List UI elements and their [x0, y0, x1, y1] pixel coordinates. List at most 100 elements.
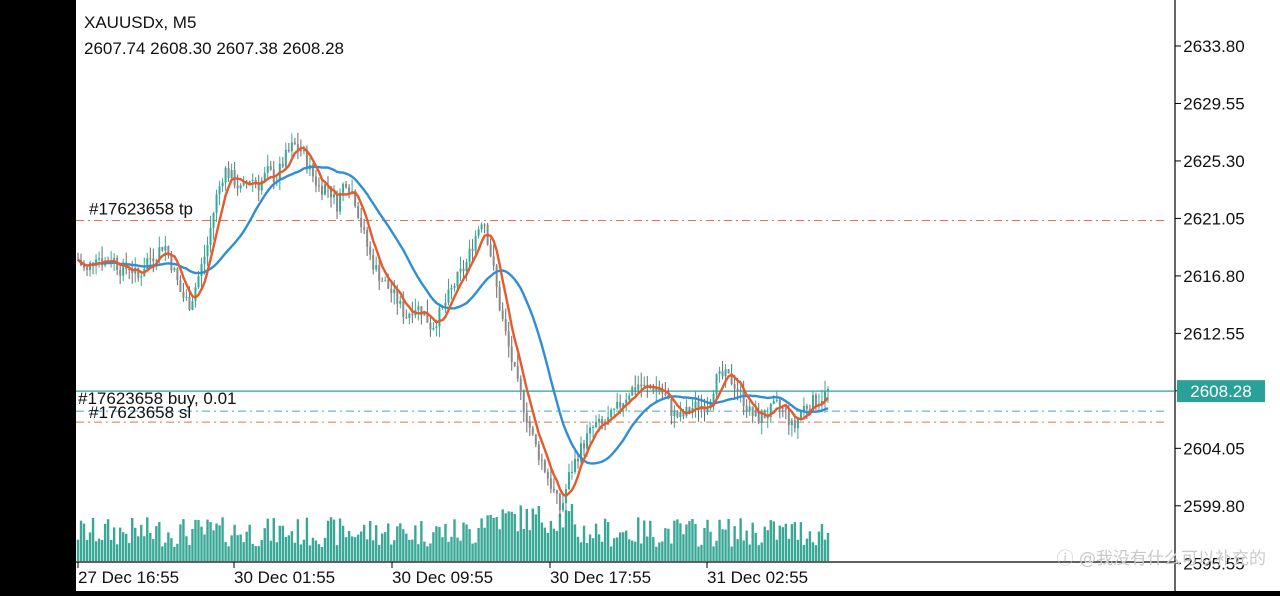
candle-body: [158, 247, 161, 261]
candle-body: [781, 407, 784, 409]
candle-body: [528, 422, 531, 428]
order-label-sl: #17623658 sl: [89, 403, 191, 422]
candle-body: [456, 271, 459, 286]
candle-body: [290, 142, 293, 152]
volume-bar: [781, 527, 785, 561]
volume-bar: [167, 532, 170, 561]
volume-bar: [817, 531, 821, 561]
price-axis-background: [1175, 0, 1280, 591]
candle-body: [688, 406, 691, 412]
volume-bar: [79, 520, 83, 561]
volume-bar: [721, 529, 724, 561]
candle-body: [712, 394, 715, 402]
volume-bar: [471, 543, 474, 561]
candle-body: [320, 185, 323, 195]
volume-bar: [787, 538, 791, 561]
volume-bar: [507, 511, 510, 561]
last-price-label: 2608.28: [1190, 382, 1251, 401]
volume-bar: [646, 536, 649, 561]
candle-body: [266, 166, 269, 173]
candle-body: [561, 503, 564, 511]
candle-body: [122, 262, 125, 276]
candle-body: [537, 444, 540, 460]
volume-bar: [799, 522, 803, 561]
volume-bar: [215, 523, 218, 561]
candle-body: [357, 206, 360, 218]
candle-body: [552, 488, 555, 491]
volume-bar: [706, 519, 709, 561]
volume-bar: [329, 517, 333, 561]
volume-bar: [606, 522, 610, 561]
volume-bar: [188, 544, 191, 561]
candle-body: [242, 182, 245, 186]
volume-bar: [402, 529, 405, 561]
candle-body: [197, 276, 200, 288]
candle-body: [516, 365, 519, 379]
volume-bar: [173, 546, 176, 561]
candle-body: [432, 327, 435, 330]
candle-body: [140, 276, 143, 278]
volume-bar: [91, 517, 95, 561]
candle-body: [191, 301, 194, 310]
volume-bar: [522, 528, 525, 561]
volume-bar: [519, 505, 522, 561]
candle-body: [299, 149, 302, 152]
candle-body: [366, 229, 369, 247]
candle-body: [92, 262, 95, 264]
candle-body: [694, 401, 697, 409]
volume-bar: [227, 546, 230, 561]
candle-body: [206, 245, 209, 257]
candle-body: [438, 308, 441, 327]
candle-body: [375, 265, 378, 270]
candle-body: [227, 167, 230, 178]
volume-bar: [185, 536, 188, 561]
candle-body: [820, 401, 823, 404]
volume-bar: [371, 540, 375, 561]
volume-bar: [396, 526, 399, 561]
volume-bar: [700, 544, 703, 561]
candle-body: [811, 394, 814, 411]
candle-body: [185, 297, 188, 299]
candle-body: [742, 389, 745, 407]
volume-bar: [100, 540, 104, 561]
volume-bar: [643, 520, 646, 561]
candle-body: [814, 394, 817, 407]
volume-bar: [501, 509, 504, 561]
volume-bar: [760, 542, 763, 561]
volume-bar: [408, 539, 411, 561]
candle-body: [152, 258, 155, 262]
candle-body: [317, 185, 320, 187]
volume-bar: [618, 532, 622, 561]
volume-bar: [492, 517, 495, 561]
candle-body: [525, 412, 528, 423]
candle-body: [354, 191, 357, 207]
candle-body: [534, 434, 537, 445]
candle-body: [161, 247, 164, 251]
volume-bar: [670, 543, 673, 561]
price-tick-label: 2633.80: [1183, 37, 1244, 56]
volume-bar: [624, 530, 628, 561]
volume-bar: [453, 519, 456, 561]
price-tick-label: 2599.80: [1183, 497, 1244, 516]
candle-body: [221, 182, 224, 187]
candle-body: [471, 248, 474, 252]
candle-body: [384, 280, 387, 282]
candle-body: [489, 244, 492, 257]
candle-body: [284, 149, 287, 167]
candle-body: [378, 265, 381, 281]
volume-bar: [332, 519, 336, 561]
candle-body: [453, 285, 456, 288]
volume-bar: [206, 519, 209, 561]
candle-body: [733, 384, 736, 389]
candle-body: [625, 399, 628, 404]
volume-bar: [143, 536, 146, 561]
candle-body: [83, 265, 86, 268]
candle-body: [549, 478, 552, 489]
volume-bar: [182, 519, 185, 561]
candle-body: [323, 184, 326, 195]
candle-body: [546, 471, 549, 479]
volume-bar: [362, 524, 366, 561]
candle-body: [736, 388, 739, 392]
